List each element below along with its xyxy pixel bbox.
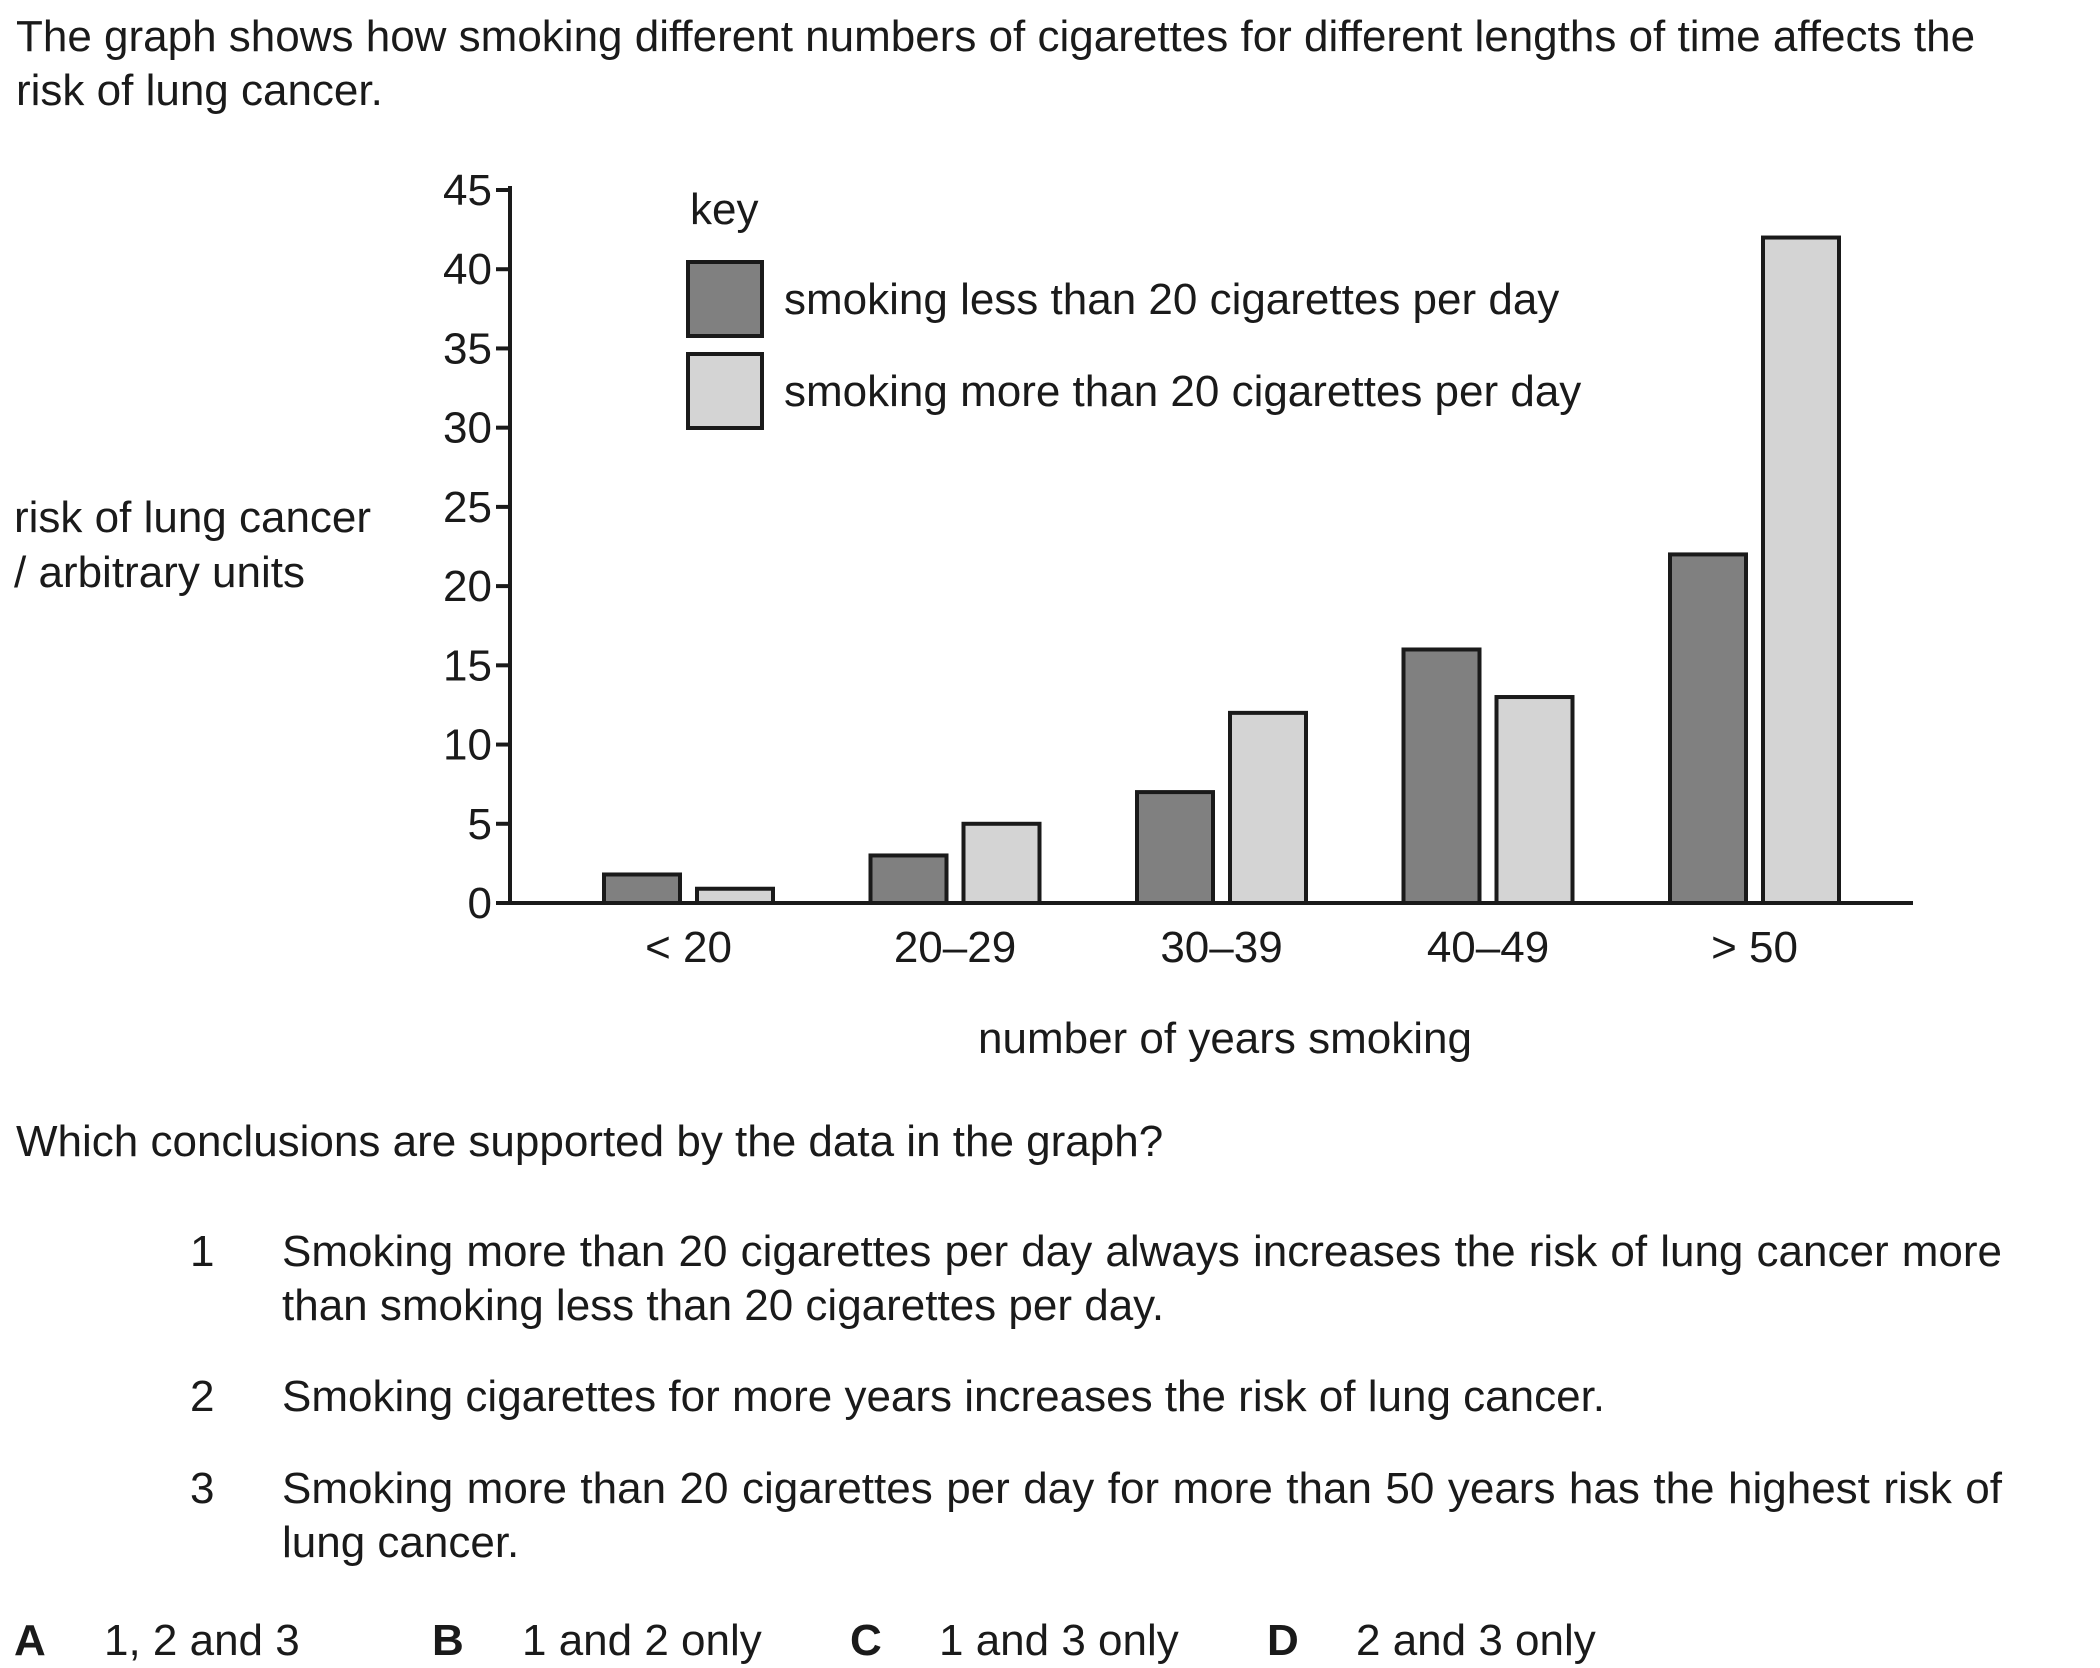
- statement-2-number: 2: [190, 1372, 215, 1421]
- y-axis-label: risk of lung cancer / arbitrary units: [14, 490, 371, 600]
- option-b-letter[interactable]: B: [432, 1616, 464, 1665]
- y-tick-label-3: 10: [443, 721, 492, 770]
- option-a-letter[interactable]: A: [14, 1616, 46, 1665]
- bar-series-1-cat-4: [1401, 647, 1482, 905]
- y-tick-label-8: 35: [443, 324, 492, 373]
- bar-series-2-cat-4: [1494, 695, 1575, 905]
- y-tick-label-10: 45: [443, 166, 492, 215]
- legend-label-1: smoking less than 20 cigarettes per day: [784, 275, 1559, 324]
- statement-2-text: Smoking cigarettes for more years increa…: [282, 1372, 1606, 1421]
- statement-1-text: Smoking more than 20 cigarettes per day …: [282, 1227, 2002, 1330]
- y-tick-label-4: 15: [443, 641, 492, 690]
- question-text: Which conclusions are supported by the d…: [16, 1117, 1164, 1166]
- y-axis-label-line2: / arbitrary units: [14, 548, 305, 597]
- statement-1-number: 1: [190, 1227, 215, 1276]
- x-tick-label-5: > 50: [1711, 923, 1798, 972]
- legend-label-2: smoking more than 20 cigarettes per day: [784, 367, 1581, 416]
- y-tick-label-5: 20: [443, 562, 492, 611]
- bar-series-2-cat-1: [695, 886, 775, 905]
- y-tick-label-2: 5: [468, 800, 492, 849]
- statement-3-number: 3: [190, 1464, 215, 1513]
- y-tick-label-6: 25: [443, 483, 492, 532]
- option-b-text[interactable]: 1 and 2 only: [522, 1616, 762, 1665]
- x-tick-label-3: 30–39: [1160, 923, 1282, 972]
- bar-series-2-cat-3: [1228, 710, 1308, 905]
- legend-title: key: [690, 185, 758, 234]
- x-tick-label-2: 20–29: [894, 923, 1016, 972]
- x-tick-label-4: 40–49: [1427, 923, 1549, 972]
- option-c-letter[interactable]: C: [850, 1616, 882, 1665]
- option-a-text[interactable]: 1, 2 and 3: [104, 1616, 300, 1665]
- statement-3-text: Smoking more than 20 cigarettes per day …: [282, 1464, 2002, 1567]
- x-axis-title: number of years smoking: [978, 1014, 1472, 1063]
- bar-series-1-cat-2: [868, 853, 949, 906]
- bar-series-2-cat-5: [1761, 235, 1841, 906]
- intro-text: The graph shows how smoking different nu…: [16, 12, 1976, 115]
- bar-series-1-cat-1: [602, 872, 682, 905]
- y-tick-label-9: 40: [443, 245, 492, 294]
- y-axis-label-line1: risk of lung cancer: [14, 493, 372, 542]
- y-tick-label-7: 30: [443, 404, 492, 453]
- option-d-letter[interactable]: D: [1267, 1616, 1299, 1665]
- y-tick-label-1: 0: [468, 879, 492, 928]
- option-d-text[interactable]: 2 and 3 only: [1356, 1616, 1596, 1665]
- option-c-text[interactable]: 1 and 3 only: [939, 1616, 1179, 1665]
- legend-swatch-1: [686, 260, 764, 338]
- bar-series-1-cat-5: [1668, 552, 1748, 906]
- x-tick-label-1: < 20: [645, 923, 732, 972]
- bar-series-1-cat-3: [1135, 790, 1215, 905]
- bar-chart: < 20 20–29 30–39 40–49 > 50 0 5 10 15 20 25 30 35 40 4…: [443, 166, 1913, 1063]
- legend-swatch-2: [686, 352, 764, 430]
- bar-series-2-cat-2: [961, 821, 1042, 905]
